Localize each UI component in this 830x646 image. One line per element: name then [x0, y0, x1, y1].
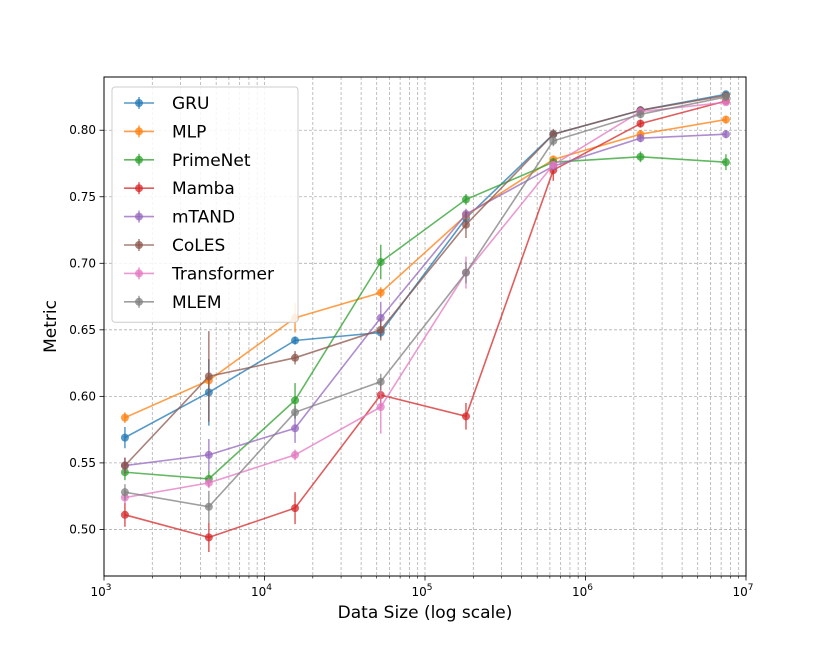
legend-box [111, 86, 299, 323]
data-point [636, 152, 645, 161]
series-line [124, 94, 727, 467]
data-point [636, 119, 645, 128]
data-point [461, 268, 470, 277]
y-tick-label: 0.55 [69, 456, 96, 470]
series-mlem [120, 92, 730, 523]
data-point [204, 502, 213, 511]
data-point [549, 160, 558, 169]
data-point [204, 372, 213, 381]
legend-label: MLEM [172, 293, 222, 313]
series-line [124, 101, 726, 499]
legend-label: mTAND [172, 208, 235, 228]
data-point [376, 288, 385, 297]
data-point [120, 488, 129, 497]
data-point [636, 134, 645, 143]
data-point [120, 510, 129, 519]
x-tick-label: 107 [732, 583, 753, 599]
legend-item: mTAND [124, 208, 235, 228]
legend-marker [135, 155, 143, 164]
data-point [291, 408, 300, 417]
data-point [461, 195, 470, 204]
legend-marker [135, 269, 143, 278]
data-point [204, 533, 213, 542]
series-line [124, 96, 727, 508]
data-point [549, 136, 558, 145]
series-line [124, 133, 726, 467]
legend-item: PrimeNet [124, 151, 251, 171]
series-line [124, 155, 726, 480]
data-point [549, 130, 558, 139]
y-axis-label: Metric [41, 300, 61, 353]
y-tick-label: 0.65 [69, 323, 96, 337]
legend-label: Mamba [172, 179, 235, 199]
x-axis-label: Data Size (log scale) [338, 603, 513, 623]
data-point [291, 396, 300, 405]
y-tick-label: 0.75 [69, 190, 96, 204]
legend-item: CoLES [124, 236, 225, 256]
grid-lines [103, 77, 747, 576]
data-point [376, 325, 385, 334]
data-point [291, 504, 300, 513]
x-tick-label: 103 [90, 583, 111, 599]
data-point [376, 403, 385, 412]
legend-marker [135, 99, 143, 107]
data-point [376, 313, 385, 322]
y-tick-label: 0.70 [69, 256, 96, 270]
legend-label: PrimeNet [172, 151, 251, 171]
legend-item: GRU [124, 94, 209, 114]
legend-label: MLP [172, 122, 206, 142]
legend-label: Transformer [171, 264, 274, 284]
legend: GRU MLP PrimeNet Mamba mTAND CoLES Transformer… [111, 86, 299, 323]
y-tick-label: 0.60 [69, 389, 96, 403]
y-tick-label: 0.80 [69, 123, 96, 137]
y-tick-label: 0.50 [69, 522, 96, 536]
legend-item: Transformer [124, 264, 274, 284]
series-line [124, 100, 727, 539]
data-point [461, 412, 470, 421]
data-point [204, 478, 213, 487]
x-tick-label: 106 [572, 583, 593, 599]
data-point [120, 461, 129, 470]
legend-marker [135, 297, 143, 306]
data-point [721, 130, 730, 139]
data-point [291, 424, 300, 433]
data-point [721, 92, 730, 101]
legend-item: MLEM [124, 293, 222, 313]
legend-label: GRU [172, 94, 209, 114]
x-tick-label: 104 [251, 583, 272, 599]
legend-item: MLP [124, 122, 206, 142]
axis-ticks: 103 104 105 106 107 0.50 0.55 0.60 0.65 0.70 0.75 0… [69, 123, 753, 599]
legend-marker [135, 184, 143, 193]
data-point [204, 450, 213, 459]
legend-marker [135, 212, 143, 221]
legend-marker [135, 241, 143, 249]
series-group [120, 90, 730, 553]
data-point [291, 450, 300, 459]
x-tick-label: 105 [411, 583, 432, 599]
legend-label: CoLES [172, 236, 225, 256]
data-point [461, 220, 470, 229]
legend-item: Mamba [124, 179, 235, 199]
data-point [721, 158, 730, 167]
data-point [291, 353, 300, 362]
series-line [124, 118, 727, 419]
data-point [721, 115, 730, 124]
data-point [120, 433, 129, 442]
legend-marker [135, 127, 143, 136]
data-point [291, 336, 300, 345]
data-point [636, 110, 645, 119]
data-point [376, 377, 385, 386]
data-point [376, 257, 385, 266]
data-point [120, 413, 129, 422]
